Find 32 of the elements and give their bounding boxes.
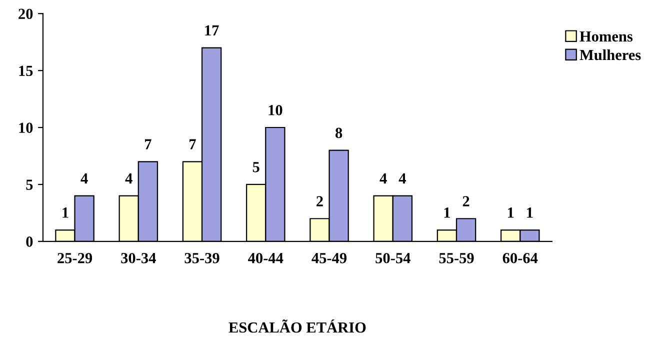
data-label: 7 [190, 139, 196, 150]
x-tick-label: 25-29 [58, 252, 92, 264]
y-tick-label: 0 [26, 236, 33, 247]
data-label: 2 [462, 196, 470, 206]
x-tick-label: 35-39 [184, 252, 220, 264]
data-label: 1 [62, 208, 68, 218]
y-tick-label: 20 [18, 8, 33, 20]
data-label: 1 [508, 208, 514, 218]
legend-label: Homens [580, 31, 633, 42]
data-label: 8 [335, 128, 342, 138]
x-tick-label: 60-64 [502, 252, 538, 264]
x-axis-title: ESCALÃO ETÁRIO [228, 319, 366, 333]
y-tick-label: 15 [19, 66, 33, 76]
data-label: 17 [205, 25, 219, 36]
data-label: 7 [144, 139, 152, 150]
x-tick-label: 45-49 [312, 252, 347, 264]
data-label: 4 [125, 173, 132, 184]
y-tick-label: 10 [19, 122, 33, 133]
data-label: 4 [380, 173, 387, 184]
x-tick-label: 30-34 [121, 252, 156, 264]
x-tick-label: 40-44 [248, 252, 284, 264]
data-label: 10 [268, 104, 282, 116]
x-tick-label: 50-54 [376, 252, 410, 264]
data-label: 5 [252, 162, 260, 172]
data-label: 2 [316, 196, 323, 206]
x-tick-label: 55-59 [439, 252, 474, 264]
legend-label: Mulheres [580, 49, 641, 60]
data-label: 4 [398, 173, 406, 184]
data-label: 1 [527, 208, 533, 218]
data-label: 4 [80, 173, 88, 184]
y-tick-label: 5 [26, 180, 33, 190]
data-label: 1 [444, 208, 450, 218]
